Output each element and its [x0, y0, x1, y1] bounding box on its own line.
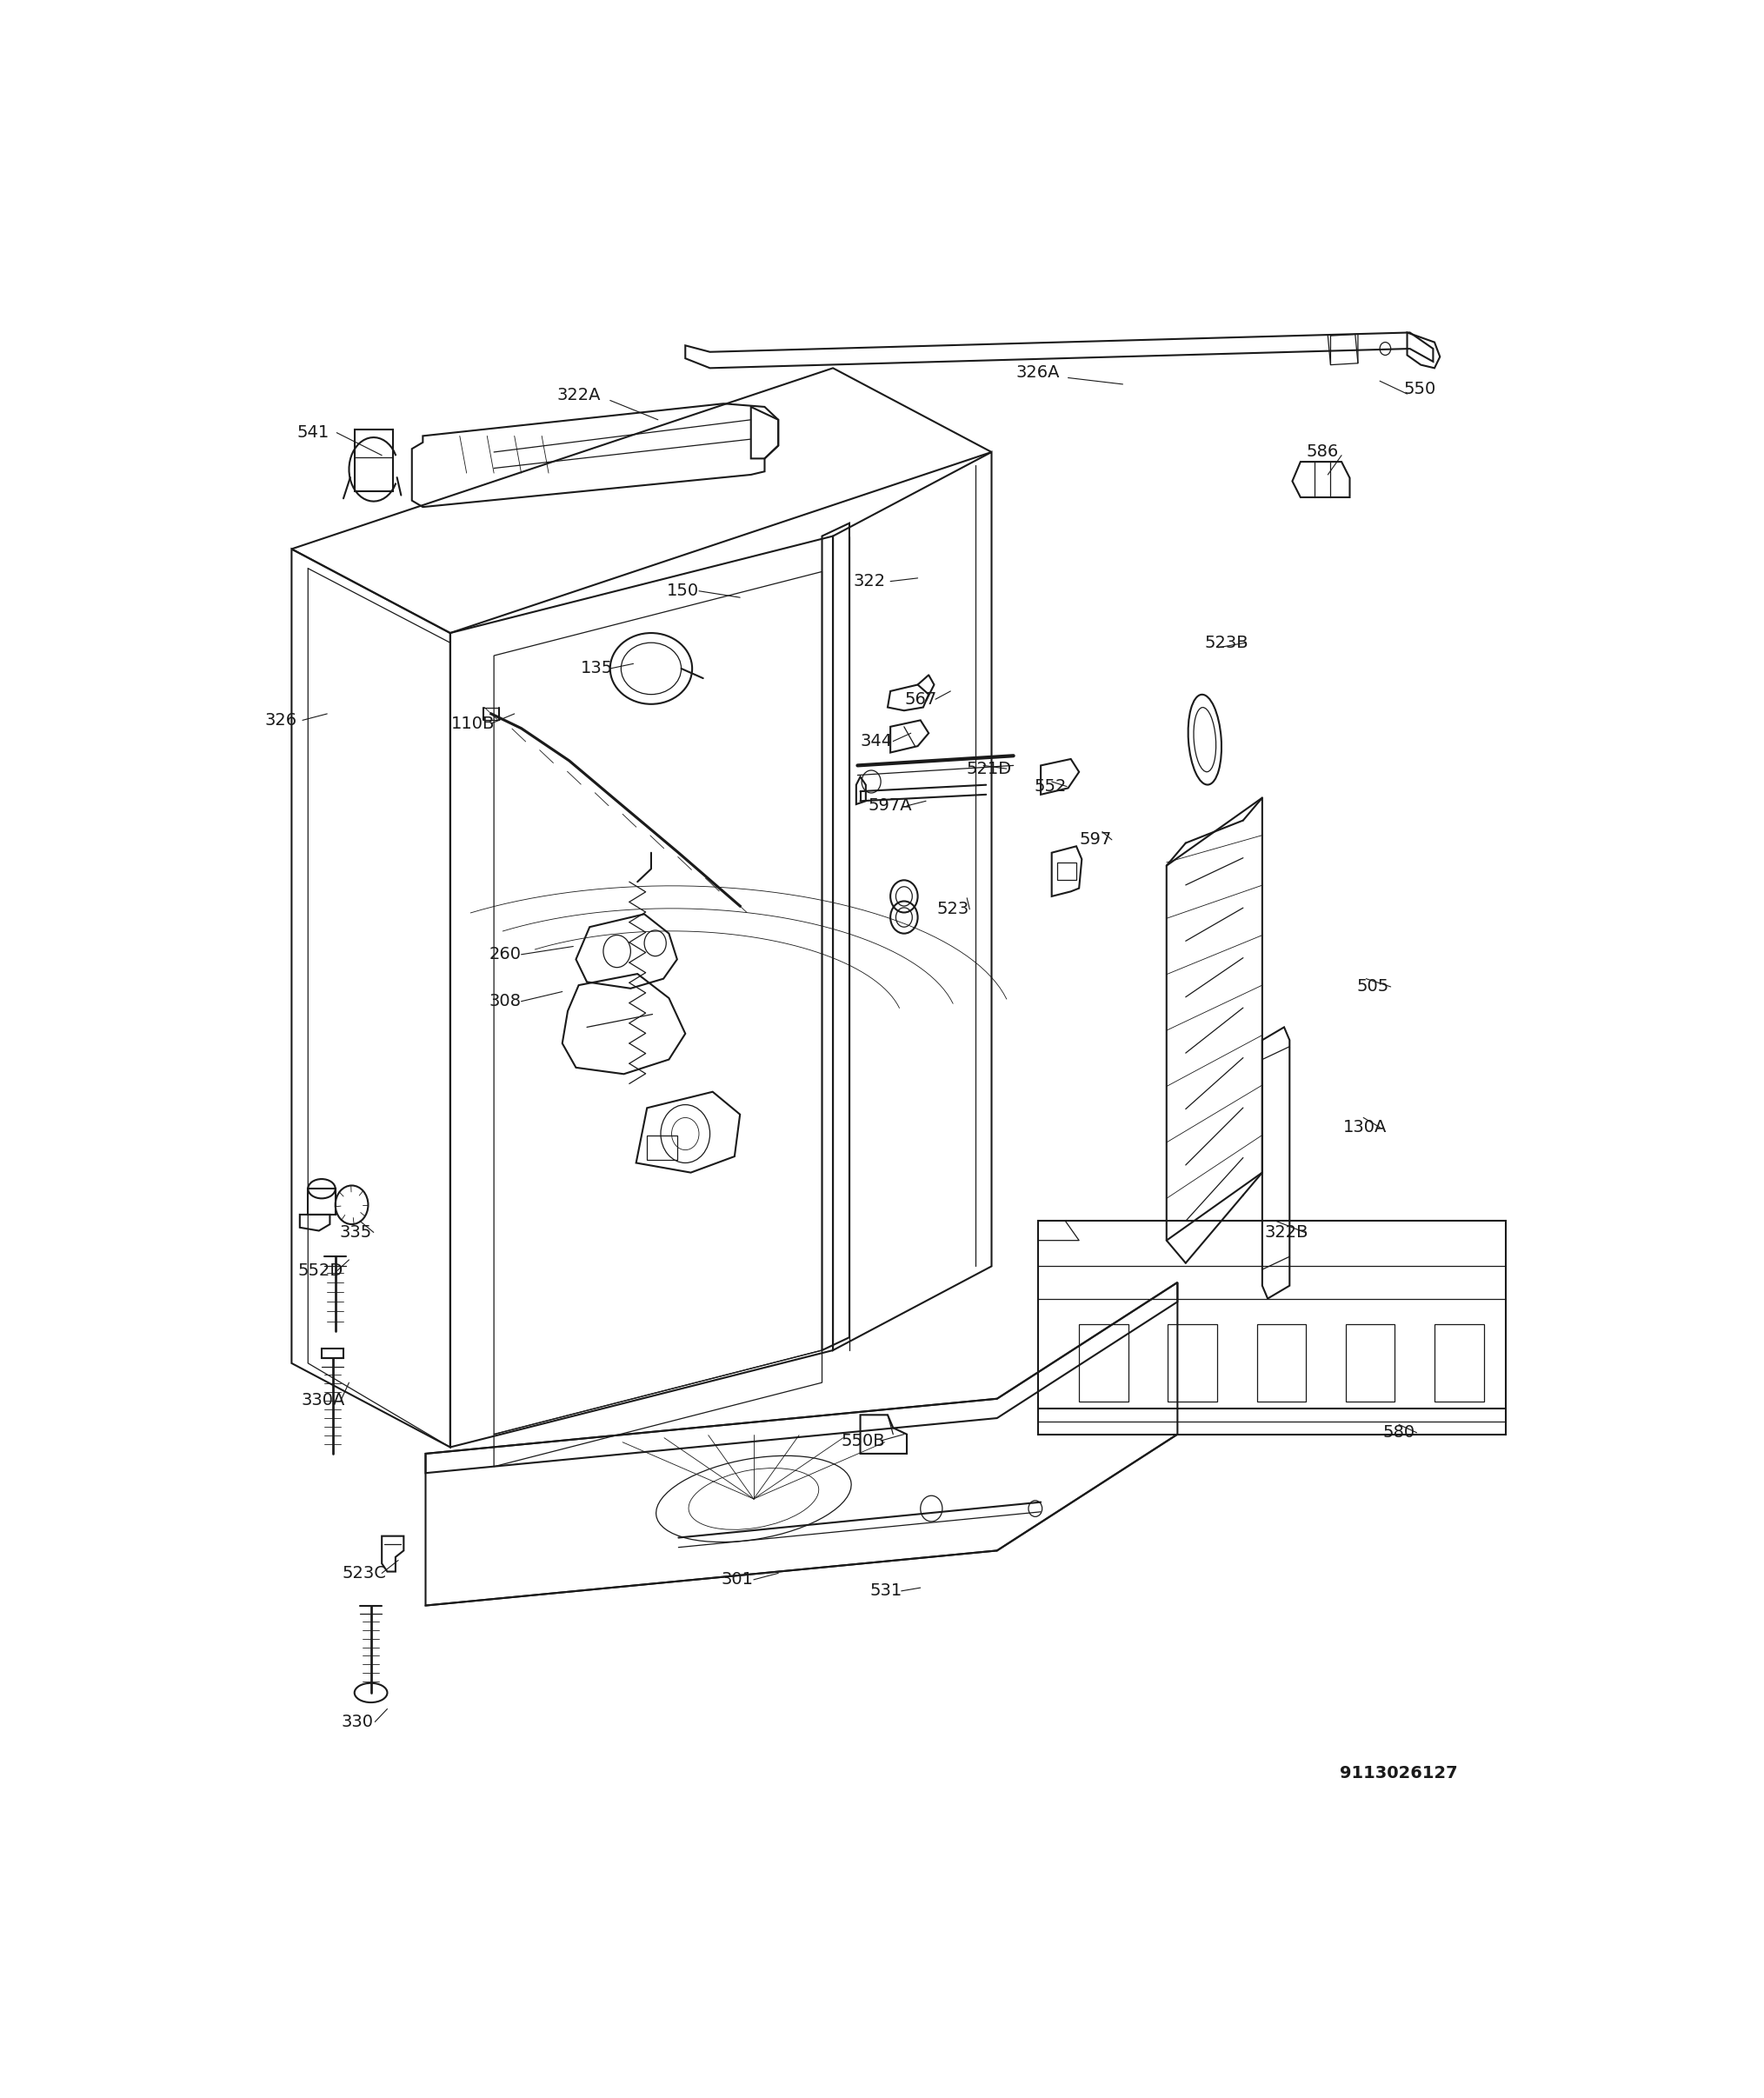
Text: 567: 567: [905, 690, 937, 707]
Text: 505: 505: [1357, 978, 1390, 994]
Text: 326A: 326A: [1016, 365, 1060, 382]
Text: 322B: 322B: [1265, 1223, 1309, 1240]
Text: 322: 322: [854, 573, 886, 590]
Text: 550: 550: [1402, 382, 1436, 397]
Text: 110B: 110B: [452, 715, 496, 732]
Text: 586: 586: [1305, 445, 1339, 459]
Text: 9113026127: 9113026127: [1341, 1764, 1457, 1781]
Text: 260: 260: [489, 946, 520, 963]
Text: 597: 597: [1080, 831, 1111, 848]
Text: 552: 552: [1034, 778, 1067, 795]
Text: 150: 150: [667, 583, 699, 600]
Text: 344: 344: [861, 732, 893, 749]
Text: 130A: 130A: [1342, 1118, 1387, 1135]
Text: 523: 523: [937, 900, 970, 917]
Text: 335: 335: [340, 1223, 372, 1240]
Text: 301: 301: [721, 1571, 753, 1588]
Text: 322A: 322A: [557, 388, 600, 403]
Text: 308: 308: [489, 992, 520, 1009]
Text: 580: 580: [1383, 1425, 1415, 1441]
Text: 523C: 523C: [342, 1565, 386, 1582]
Text: 135: 135: [580, 661, 612, 678]
Text: 552D: 552D: [298, 1263, 342, 1280]
Text: 541: 541: [298, 424, 330, 441]
Text: 521D: 521D: [967, 759, 1011, 776]
Text: 330A: 330A: [302, 1393, 346, 1408]
Text: 330: 330: [340, 1714, 374, 1731]
Text: 326: 326: [265, 711, 296, 728]
Text: 523B: 523B: [1205, 634, 1249, 650]
Text: 550B: 550B: [841, 1433, 886, 1450]
Text: 597A: 597A: [868, 797, 912, 814]
Text: 531: 531: [870, 1582, 903, 1599]
